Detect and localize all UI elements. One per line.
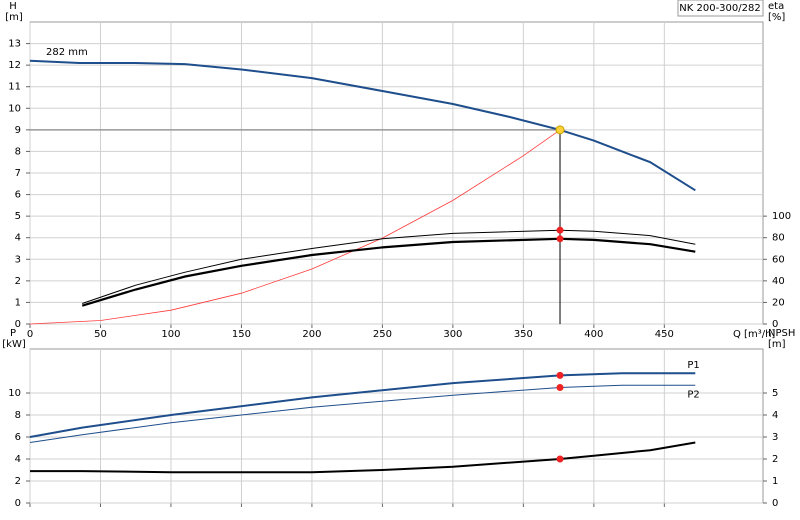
- y-tick-label: 4: [15, 233, 21, 244]
- x-tick-label: 300: [443, 329, 462, 340]
- y-tick-label: 10: [8, 388, 21, 399]
- y-tick-label: 3: [15, 254, 21, 265]
- y-axis-label: P: [10, 328, 16, 339]
- operating-point: [556, 384, 564, 391]
- series-line: [29, 384, 696, 443]
- title-box: [677, 0, 764, 17]
- y-tick-label: 13: [8, 39, 21, 50]
- y-tick-label: 2: [15, 476, 21, 487]
- y2-tick-label: 40: [772, 276, 785, 287]
- x-tick-label: 0: [27, 329, 33, 340]
- y-tick-label: 8: [15, 410, 21, 421]
- y-tick-label: 5: [15, 211, 21, 222]
- y-axis-label: H: [9, 1, 17, 12]
- y2-tick-label: 3: [772, 432, 778, 443]
- series-line: [30, 441, 696, 474]
- operating-point: [556, 371, 564, 379]
- y-tick-label: 8: [15, 146, 21, 157]
- x-tick-label: 450: [655, 329, 674, 340]
- series-line: [29, 129, 561, 325]
- series-line: [81, 237, 696, 307]
- y-tick-label: 0: [15, 498, 21, 509]
- operating-point: [556, 235, 564, 243]
- duty-point: [555, 125, 565, 135]
- series-label: P1: [687, 360, 699, 371]
- y-tick-label: 11: [8, 82, 21, 93]
- y2-tick-label: 80: [772, 233, 785, 244]
- plot-area: [29, 348, 764, 504]
- x-tick-label: 250: [373, 329, 392, 340]
- series-label: P2: [687, 389, 699, 400]
- y-axis-unit: [m]: [5, 12, 23, 23]
- chart-title: NK 200-300/282: [679, 3, 760, 14]
- y2-tick-label: 1: [772, 476, 778, 487]
- x-tick-label: 50: [94, 329, 107, 340]
- series-line: [29, 372, 696, 438]
- y-tick-label: 6: [15, 190, 21, 201]
- y-tick-label: 1: [15, 297, 21, 308]
- y-tick-label: 0: [15, 319, 21, 330]
- y2-tick-label: 5: [772, 388, 778, 399]
- y-tick-label: 2: [15, 276, 21, 287]
- y-tick-label: 9: [15, 125, 21, 136]
- y2-tick-label: 2: [772, 454, 778, 465]
- y-tick-label: 6: [15, 432, 21, 443]
- y2-axis-label: NPSH: [768, 328, 795, 339]
- operating-point: [556, 226, 564, 234]
- y-tick-label: 12: [8, 60, 21, 71]
- y2-tick-label: 0: [772, 319, 778, 330]
- y2-axis-unit: [m]: [768, 339, 786, 350]
- y-axis-unit: [kW]: [2, 339, 26, 350]
- y2-tick-label: 60: [772, 254, 785, 265]
- x-tick-label: 150: [232, 329, 251, 340]
- x-tick-label: 400: [584, 329, 603, 340]
- y2-tick-label: 4: [772, 410, 778, 421]
- y2-axis-label: eta: [768, 1, 784, 12]
- y2-tick-label: 20: [772, 297, 785, 308]
- y2-tick-label: 100: [772, 211, 791, 222]
- operating-point: [556, 455, 564, 463]
- y2-axis-unit: [%]: [768, 12, 785, 23]
- y-tick-label: 10: [8, 103, 21, 114]
- series-label: 282 mm: [46, 47, 88, 58]
- x-tick-label: 350: [514, 329, 533, 340]
- x-tick-label: 100: [161, 329, 180, 340]
- x-tick-label: 200: [302, 329, 321, 340]
- y-tick-label: 4: [15, 454, 21, 465]
- y-tick-label: 7: [15, 168, 21, 179]
- series-line: [82, 229, 696, 304]
- series-line: [29, 59, 696, 192]
- x-axis-label: Q [m³/h]: [733, 329, 775, 340]
- y2-tick-label: 0: [772, 498, 778, 509]
